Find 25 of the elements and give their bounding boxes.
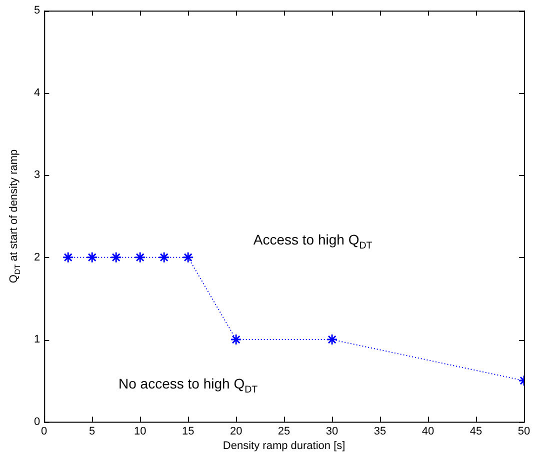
x-tick-label: 40 bbox=[422, 425, 434, 438]
point bbox=[158, 252, 170, 264]
point bbox=[182, 252, 194, 264]
x-axis-title: Density ramp duration [s] bbox=[222, 440, 346, 452]
point bbox=[62, 252, 74, 264]
x-tick-label: 10 bbox=[134, 425, 146, 438]
x-tick-label: 15 bbox=[182, 425, 194, 438]
x-tick-label: 5 bbox=[89, 425, 96, 438]
point bbox=[230, 334, 242, 346]
point bbox=[110, 252, 122, 264]
x-tick-label: 25 bbox=[278, 425, 290, 438]
y-tick-label: 0 bbox=[34, 416, 40, 428]
y-tick-label: 1 bbox=[34, 334, 40, 346]
point bbox=[134, 252, 146, 264]
point bbox=[326, 334, 338, 346]
x-tick-label: 35 bbox=[374, 425, 386, 438]
y-tick-label: 2 bbox=[34, 251, 40, 264]
point bbox=[86, 252, 98, 264]
x-tick-label: 45 bbox=[470, 425, 482, 438]
x-tick-label: 20 bbox=[230, 425, 242, 438]
y-tick-label: 4 bbox=[34, 86, 40, 99]
x-tick-label: 50 bbox=[518, 425, 530, 438]
y-tick-label: 5 bbox=[34, 4, 40, 17]
x-tick-label: 30 bbox=[326, 425, 338, 438]
y-tick-label: 3 bbox=[34, 169, 40, 182]
